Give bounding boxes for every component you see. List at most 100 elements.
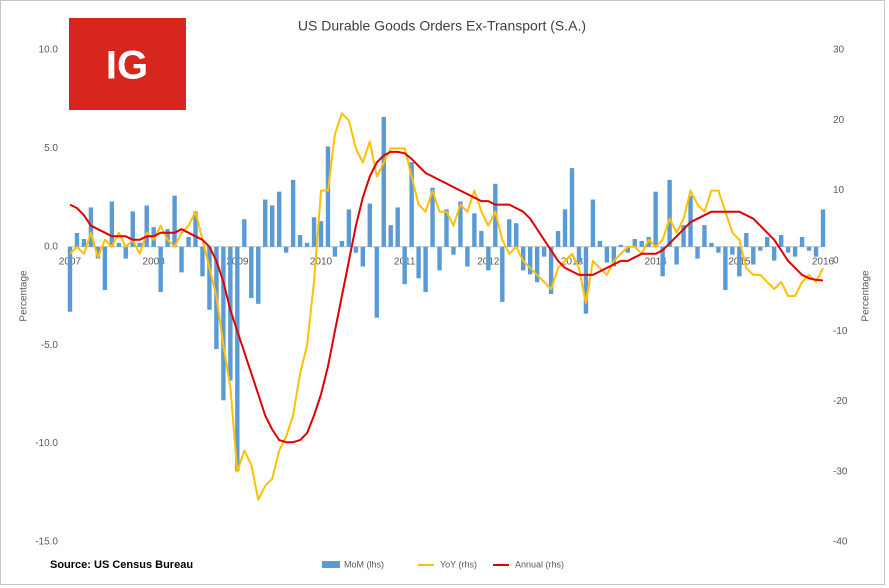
y2-tick-label: 0 xyxy=(833,255,839,266)
bar xyxy=(744,233,749,247)
y2-tick-label: -10 xyxy=(833,326,848,337)
bar xyxy=(193,211,198,247)
bar xyxy=(346,209,352,247)
x-tick-label: 2014 xyxy=(645,257,668,268)
bar xyxy=(611,246,617,267)
bar xyxy=(444,209,449,247)
bar xyxy=(507,219,512,247)
bar xyxy=(576,246,582,263)
bar xyxy=(200,246,205,277)
bar xyxy=(374,246,379,318)
bar xyxy=(583,246,589,314)
bar xyxy=(514,223,519,247)
bar xyxy=(290,179,296,247)
y-tick-label: -15.0 xyxy=(35,537,58,548)
bar xyxy=(318,221,324,247)
bar xyxy=(88,207,94,247)
bar xyxy=(632,238,637,247)
bar xyxy=(311,217,317,247)
bar xyxy=(597,240,603,247)
line-series xyxy=(69,150,824,444)
source: Source: US Census Bureau xyxy=(50,559,193,571)
bar xyxy=(723,246,728,291)
logo-box xyxy=(69,18,186,110)
bar xyxy=(304,242,310,247)
bar xyxy=(325,146,331,247)
bar xyxy=(395,207,400,247)
bar xyxy=(618,244,624,247)
bar xyxy=(527,246,533,275)
bar xyxy=(283,246,289,253)
bar xyxy=(235,246,240,472)
bar xyxy=(423,246,428,293)
x-tick-label: 2008 xyxy=(143,257,166,268)
bar xyxy=(785,246,791,253)
bar xyxy=(451,246,456,255)
bar xyxy=(758,246,763,251)
bar xyxy=(123,246,128,259)
line-series xyxy=(69,112,824,501)
y2-tick-label: 20 xyxy=(833,115,845,126)
bar xyxy=(297,234,303,247)
bar xyxy=(667,179,672,247)
y2-tick-label: -20 xyxy=(833,396,848,407)
bar xyxy=(674,246,679,265)
bar xyxy=(562,209,568,247)
bar xyxy=(207,246,212,310)
y2-axis-label: Percentage xyxy=(861,270,872,322)
bar xyxy=(221,246,226,401)
y2-tick-label: -30 xyxy=(833,466,848,477)
bar xyxy=(695,246,700,259)
bar xyxy=(472,213,477,247)
y-tick-label: 5.0 xyxy=(44,143,58,154)
bar xyxy=(604,246,610,263)
bar xyxy=(702,225,707,247)
bar xyxy=(730,246,735,255)
bar xyxy=(402,246,407,285)
bar xyxy=(263,199,268,247)
y-tick-label: -5.0 xyxy=(41,340,59,351)
bar xyxy=(388,225,393,247)
bar xyxy=(737,246,742,277)
bar xyxy=(116,242,122,247)
bar xyxy=(771,246,777,261)
bar xyxy=(242,219,247,247)
bar xyxy=(102,246,108,291)
bar xyxy=(486,246,491,271)
bar xyxy=(500,246,505,302)
bar xyxy=(172,195,177,247)
bar xyxy=(158,246,163,293)
legend-swatch xyxy=(322,561,340,568)
y-tick-label: 0.0 xyxy=(44,241,58,252)
bar xyxy=(81,238,87,247)
bar xyxy=(228,246,233,381)
bar xyxy=(430,187,435,247)
bar xyxy=(458,201,463,247)
bar xyxy=(276,191,282,247)
bar xyxy=(541,246,547,257)
bar xyxy=(813,246,819,257)
bar xyxy=(625,246,630,253)
logo: IG xyxy=(106,44,148,88)
bar xyxy=(269,205,275,247)
bar xyxy=(660,246,665,277)
bar xyxy=(520,246,526,271)
bar xyxy=(548,246,554,295)
y-tick-label: 10.0 xyxy=(39,45,59,56)
bar xyxy=(765,236,770,247)
bar xyxy=(339,240,345,247)
bar xyxy=(367,203,373,247)
x-tick-label: 2013 xyxy=(561,257,584,268)
bar xyxy=(409,162,414,247)
bar xyxy=(332,246,338,257)
bar xyxy=(381,116,386,247)
bar xyxy=(353,246,359,253)
bar xyxy=(709,242,714,247)
y2-tick-label: -40 xyxy=(833,537,848,548)
bar xyxy=(95,246,101,259)
bar xyxy=(479,231,484,247)
legend-label: YoY (rhs) xyxy=(440,559,477,569)
bar xyxy=(74,233,80,247)
x-tick-label: 2010 xyxy=(310,257,333,268)
bar xyxy=(555,231,561,247)
